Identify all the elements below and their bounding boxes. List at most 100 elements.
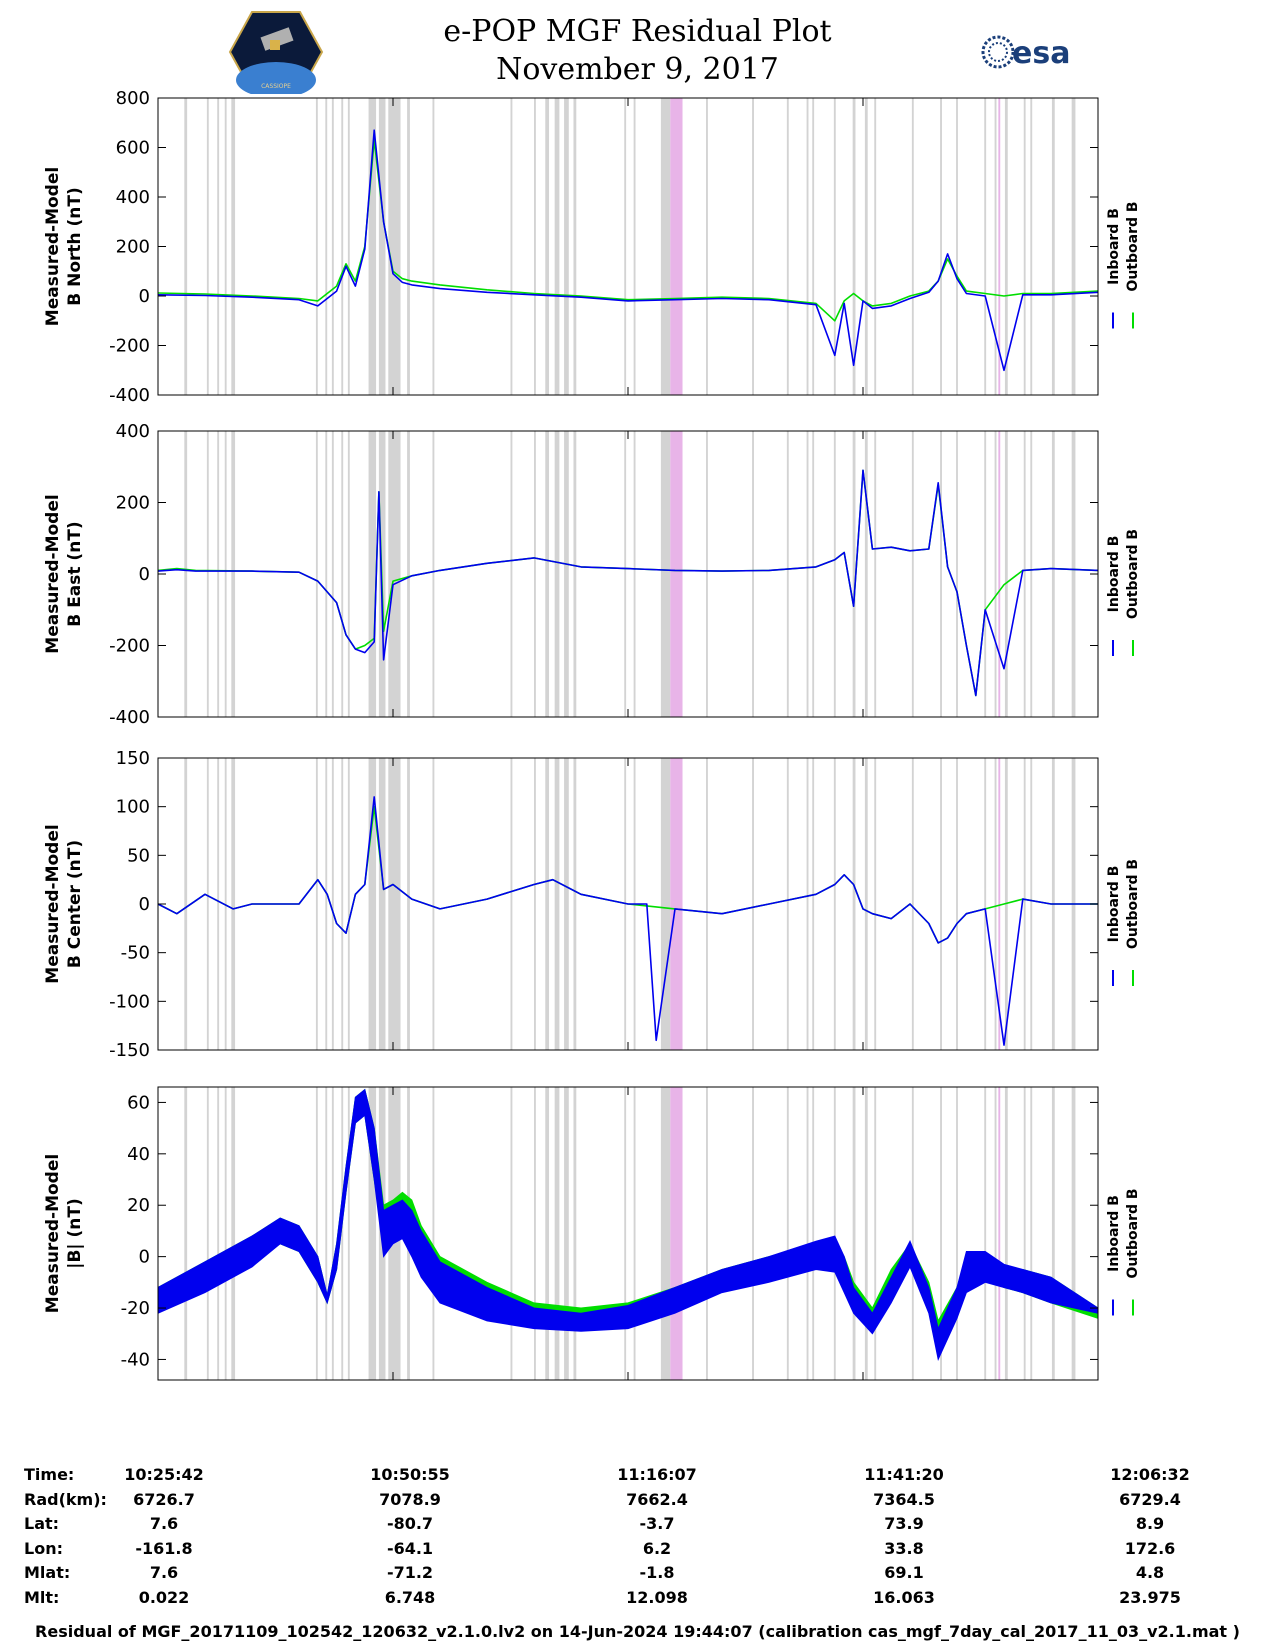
series-line-inboard-b <box>157 469 1099 697</box>
data-gap-band <box>231 1087 236 1380</box>
data-gap-band <box>341 431 344 717</box>
y-tick-label: 0 <box>139 564 150 585</box>
data-gap-band <box>325 1087 328 1380</box>
info-value: -64.1 <box>386 1538 434 1558</box>
info-value: 7662.4 <box>626 1489 688 1509</box>
data-gap-band <box>812 1087 815 1380</box>
logo-right-text: esa <box>1012 36 1070 71</box>
data-gap-band <box>956 431 958 717</box>
eclipse-band <box>998 1087 1001 1380</box>
data-gap-band <box>940 431 942 717</box>
data-gap-band <box>852 758 856 1050</box>
data-gap-band <box>368 1087 377 1380</box>
y-tick-label: 150 <box>116 748 150 769</box>
info-label: Mlat: <box>24 1563 71 1582</box>
data-gap-band <box>1071 98 1076 395</box>
data-gap-band <box>706 1087 708 1380</box>
y-axis-label: Measured-Model |B| (nT) <box>43 1154 85 1313</box>
data-gap-band <box>874 1087 877 1380</box>
data-gap-band <box>545 98 550 395</box>
info-row-time: Time: 10:25:42 10:50:55 11:16:07 11:41:2… <box>20 1465 1250 1490</box>
data-gap-band <box>331 1087 334 1380</box>
data-gap-band <box>534 98 536 395</box>
info-value: 33.8 <box>884 1538 924 1558</box>
info-value: 16.063 <box>873 1587 935 1607</box>
data-gap-band <box>786 431 789 717</box>
y-tick-label: 200 <box>116 493 150 514</box>
esa-logo: esa <box>981 35 1070 71</box>
eclipse-band <box>998 431 1001 717</box>
y-tick-label: -40 <box>121 1349 150 1370</box>
orbit-info-table: Time: 10:25:42 10:50:55 11:16:07 11:41:2… <box>20 1465 1250 1612</box>
eclipse-band <box>670 1087 683 1380</box>
data-gap-band <box>852 1087 856 1380</box>
data-gap-band <box>940 1087 942 1380</box>
data-gap-band <box>347 431 350 717</box>
data-gap-band <box>217 431 220 717</box>
data-gap-band <box>564 758 569 1050</box>
data-gap-band <box>833 98 836 395</box>
data-gap-band <box>315 1087 318 1380</box>
info-row-mlat: Mlat: 7.6 -71.2 -1.8 69.1 4.8 <box>20 1563 1250 1588</box>
data-gap-band <box>432 98 435 395</box>
info-value: -1.8 <box>639 1563 675 1582</box>
data-gap-band <box>341 758 344 1050</box>
data-gap-band <box>706 98 708 395</box>
data-gap-band <box>554 431 560 717</box>
data-gap-band <box>911 431 914 717</box>
y-tick-label: 60 <box>127 1092 150 1113</box>
info-value: 7364.5 <box>873 1489 935 1509</box>
data-gap-band <box>1071 1087 1076 1380</box>
data-gap-band <box>184 431 188 717</box>
legend: Inboard B Outboard B <box>1106 201 1141 291</box>
data-gap-band <box>184 98 188 395</box>
data-gap-band <box>217 98 220 395</box>
y-tick-label: 40 <box>127 1144 150 1165</box>
data-gap-band <box>184 758 188 1050</box>
data-gap-band <box>534 758 536 1050</box>
data-gap-band <box>1030 1087 1033 1380</box>
info-value: 12.098 <box>626 1587 688 1607</box>
data-gap-band <box>331 758 334 1050</box>
data-gap-band <box>660 431 671 717</box>
data-gap-band <box>956 1087 958 1380</box>
data-gap-band <box>874 431 877 717</box>
data-gap-band <box>956 98 958 395</box>
data-gap-band <box>633 98 636 395</box>
data-gap-band <box>554 98 560 395</box>
data-gap-band <box>706 431 708 717</box>
data-gap-band <box>864 431 868 717</box>
info-value: 12:06:32 <box>1110 1465 1190 1484</box>
data-gap-band <box>1023 1087 1026 1380</box>
info-label: Rad(km): <box>24 1489 107 1509</box>
data-gap-band <box>1004 431 1008 717</box>
y-tick-label: -400 <box>109 707 150 728</box>
data-gap-band <box>660 1087 671 1380</box>
data-gap-band <box>341 98 344 395</box>
info-label: Lat: <box>24 1514 60 1533</box>
data-gap-band <box>510 98 513 395</box>
y-tick-label: -100 <box>109 991 150 1012</box>
data-gap-band <box>564 98 569 395</box>
data-gap-band <box>864 1087 868 1380</box>
data-gap-band <box>874 758 877 1050</box>
data-gap-band <box>534 431 536 717</box>
data-gap-band <box>347 1087 350 1380</box>
y-tick-label: 800 <box>116 88 150 109</box>
info-value: 73.9 <box>884 1514 924 1533</box>
data-gap-band <box>786 758 789 1050</box>
data-gap-band <box>984 758 987 1050</box>
data-gap-band <box>368 431 377 717</box>
data-gap-band <box>864 758 868 1050</box>
info-value: 10:50:55 <box>370 1465 450 1484</box>
legend: Inboard B Outboard B <box>1106 859 1141 949</box>
data-gap-band <box>852 431 856 717</box>
info-value: 172.6 <box>1124 1538 1176 1558</box>
data-gap-band <box>984 98 987 395</box>
data-gap-band <box>224 758 227 1050</box>
data-gap-band <box>994 758 997 1050</box>
data-gap-band <box>388 98 401 395</box>
data-gap-band <box>1030 758 1033 1050</box>
data-gap-band <box>573 98 577 395</box>
data-gap-band <box>1051 1087 1055 1380</box>
